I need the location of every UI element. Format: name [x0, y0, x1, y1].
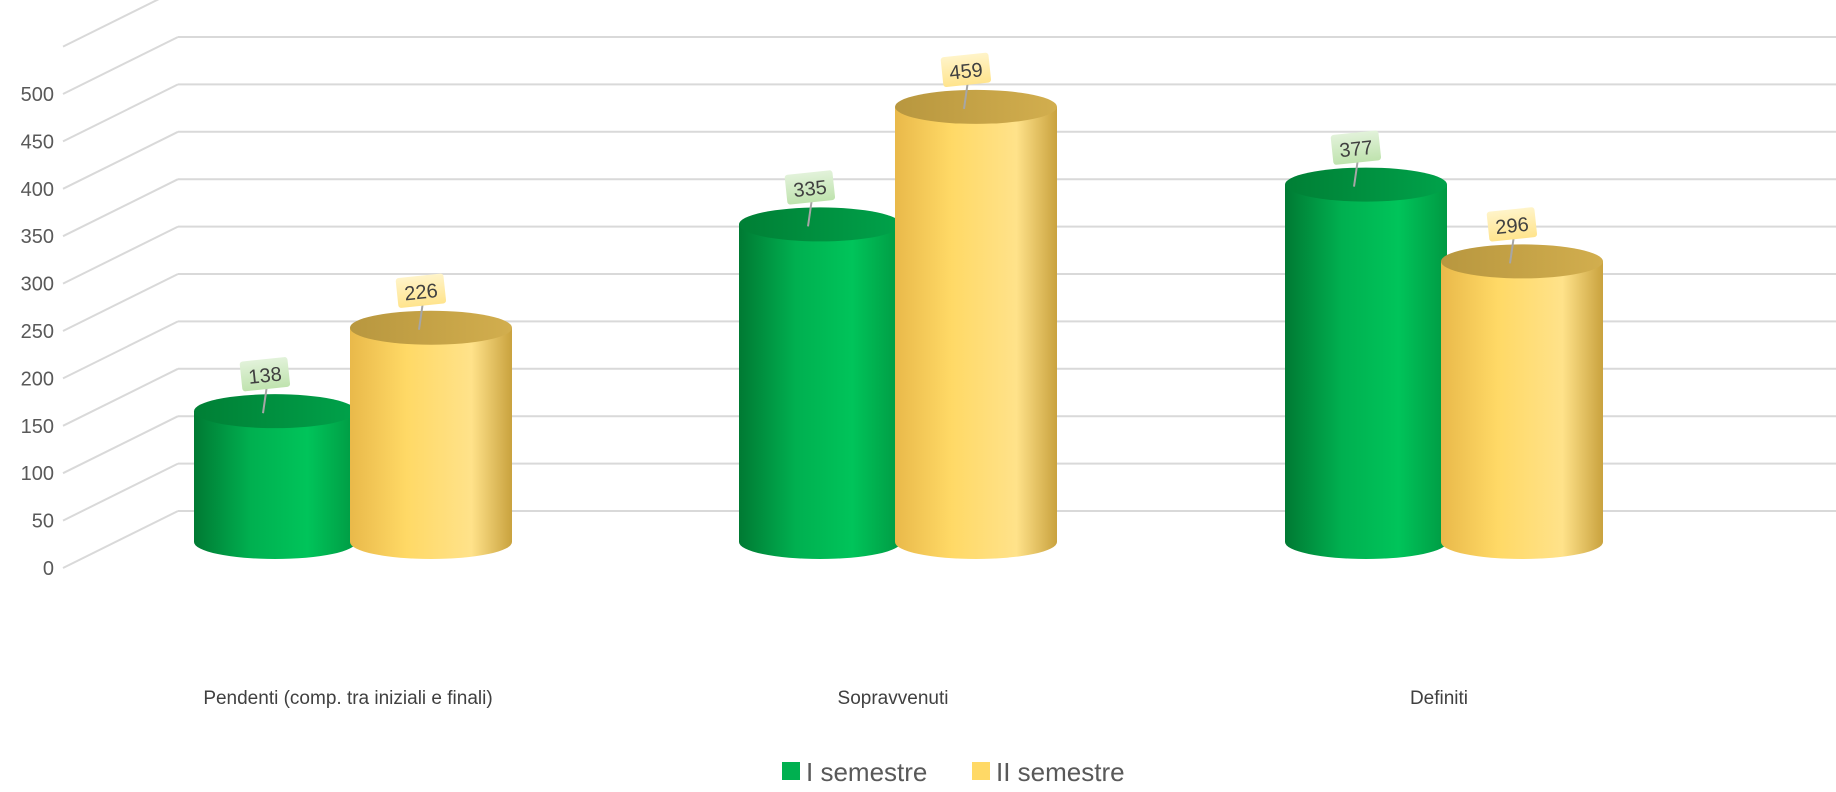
data-label-leader: [807, 198, 813, 227]
bar-body: [895, 106, 1057, 560]
data-label-box: [1330, 130, 1382, 165]
bar-body: [194, 411, 356, 559]
bar-top: [1441, 244, 1603, 279]
y-tick-label: 350: [21, 226, 54, 248]
y-tick-label: 250: [21, 321, 54, 343]
y-tick-label: 450: [21, 131, 54, 153]
y-tick-label: 500: [21, 84, 54, 106]
y-tick-label: 200: [21, 368, 54, 390]
gridline-depth: [62, 510, 179, 569]
data-label-text: 459: [948, 59, 983, 84]
data-label-leader: [418, 301, 424, 330]
data-label-text: 335: [792, 177, 827, 202]
data-label: 226: [395, 273, 447, 308]
data-label-box: [395, 273, 447, 308]
bar-top: [739, 207, 901, 242]
legend-swatch: [972, 762, 990, 780]
gridline-depth: [62, 367, 179, 427]
data-label: 377: [1330, 130, 1382, 165]
gridline-depth: [62, 83, 179, 143]
data-label-text: 138: [247, 363, 282, 388]
x-axis-ticks: Pendenti (comp. tra iniziali e finali) So…: [203, 688, 1468, 709]
bar: [1285, 167, 1447, 559]
data-label: 138: [239, 357, 291, 392]
y-tick-label: 100: [21, 463, 54, 485]
data-label: 459: [940, 52, 992, 88]
legend-swatch: [782, 762, 800, 780]
y-tick-label: 400: [21, 179, 54, 201]
gridline-depth: [62, 0, 160, 48]
bar-body: [1441, 261, 1603, 559]
gridline-depth: [62, 320, 179, 380]
bar: [194, 394, 356, 559]
gridline-depth: [62, 225, 179, 285]
bar-top: [895, 89, 1057, 124]
bar-top: [1285, 167, 1447, 202]
y-tick-label: 0: [43, 558, 54, 580]
bar-body: [1285, 184, 1447, 559]
gridline-depth: [62, 415, 179, 475]
data-label-box: [940, 52, 992, 88]
bar-top: [350, 310, 512, 345]
data-label: 335: [784, 170, 836, 205]
gridline-depth: [62, 130, 179, 190]
legend-label: I semestre: [806, 757, 927, 787]
data-label-text: 296: [1494, 214, 1529, 239]
data-labels: 138 226 335 459 377 296: [239, 52, 1538, 414]
legend: I semestre II semestre: [782, 757, 1125, 787]
bar-body: [350, 327, 512, 559]
y-tick-label: 150: [21, 416, 54, 438]
data-label-text: 377: [1338, 137, 1373, 162]
bars: [194, 89, 1603, 560]
bar: [895, 89, 1057, 560]
x-tick-label: Sopravvenuti: [838, 688, 949, 709]
data-label-leader: [262, 385, 268, 414]
gridline-depth: [62, 462, 179, 522]
data-label-box: [1486, 207, 1538, 242]
gridline-depth: [62, 178, 179, 238]
bar: [350, 310, 512, 559]
data-label-box: [239, 357, 291, 392]
legend-item: II semestre: [972, 757, 1125, 787]
data-label: 296: [1486, 207, 1538, 242]
bar-body: [739, 224, 901, 560]
data-label-box: [784, 170, 836, 205]
gridline-depth: [62, 36, 179, 95]
data-label-leader: [963, 80, 969, 110]
y-tick-label: 50: [32, 511, 54, 533]
y-tick-label: 300: [21, 274, 54, 296]
data-label-text: 226: [403, 280, 438, 305]
legend-item: I semestre: [782, 757, 927, 787]
data-label-leader: [1509, 235, 1515, 264]
legend-label: II semestre: [996, 757, 1125, 787]
bar: [739, 207, 901, 560]
bar: [1441, 244, 1603, 559]
bar-top: [194, 394, 356, 429]
y-axis-ticks: 0 50 100 150 200 250 300 350 400 450 500: [21, 84, 54, 580]
x-tick-label: Pendenti (comp. tra iniziali e finali): [203, 688, 492, 709]
x-tick-label: Definiti: [1410, 688, 1468, 709]
data-label-leader: [1353, 158, 1359, 187]
gridline-depth: [62, 273, 179, 332]
